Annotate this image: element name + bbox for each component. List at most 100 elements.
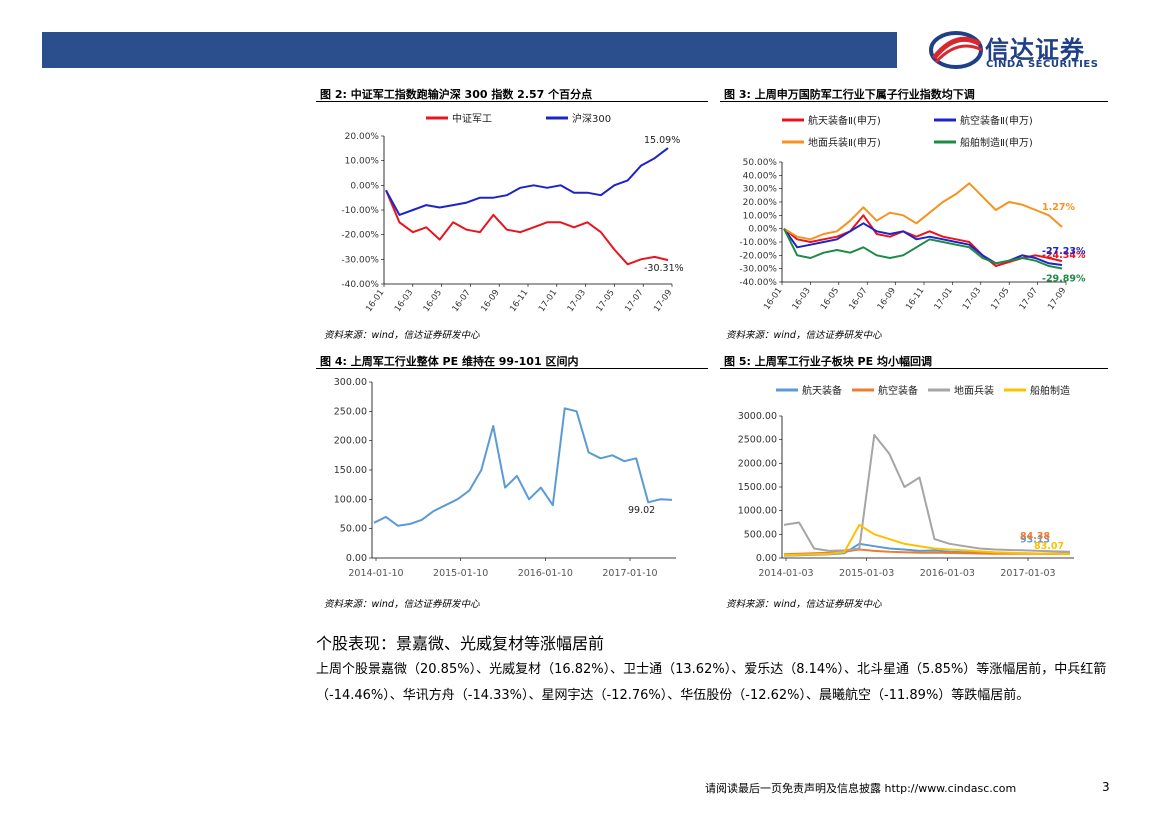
figure-5-source: 资料来源：wind，信达证券研发中心 — [726, 599, 882, 610]
x-tick-label: 16-09 — [479, 288, 501, 314]
y-tick-label: -40.00% — [739, 278, 777, 288]
legend-label: 沪深300 — [572, 112, 611, 125]
x-tick-label: 16-03 — [790, 286, 812, 312]
y-tick-label: 2500.00 — [738, 435, 777, 446]
y-tick-label: 50.00% — [743, 158, 778, 168]
series-end-label: 15.09% — [644, 135, 680, 146]
chart-subsector-pe: 3000.00 2500.00 2000.00 1500.00 1000.00 500.0… — [738, 384, 1074, 579]
y-tick-label: -30.00% — [739, 265, 777, 275]
figure-4-source: 资料来源：wind，信达证券研发中心 — [324, 599, 480, 610]
cinda-logo-icon — [929, 31, 983, 69]
y-tick-label: 10.00% — [345, 157, 380, 167]
chart-junggong-vs-hs300: 20.00% 10.00% 0.00% -10.00% -20.00% -30.00% -4… — [341, 112, 683, 314]
series-line-3 — [783, 523, 1071, 557]
y-tick-label: 20.00% — [743, 198, 778, 208]
y-tick-label: 10.00% — [743, 211, 778, 221]
legend-label: 船舶制造Ⅱ(申万) — [960, 136, 1033, 149]
x-tick-label: 2017-01-10 — [602, 568, 657, 579]
y-tick-label: -40.00% — [341, 280, 379, 290]
x-tick-label: 17-03 — [566, 288, 588, 314]
x-tick-label: 17-09 — [652, 288, 674, 314]
series-end-label: -27.23% — [1042, 246, 1086, 257]
legend-label: 航空装备 — [878, 384, 918, 397]
footer-disclaimer: 请阅读最后一页免责声明及信息披露 http://www.cindasc.com — [705, 782, 1017, 795]
figure-5-rule — [720, 368, 1108, 369]
x-tick-label: 16-01 — [762, 286, 784, 312]
x-tick-label: 16-11 — [508, 288, 530, 314]
figure-4-title: 图 4: 上周军工行业整体 PE 维持在 99-101 区间内 — [320, 355, 579, 368]
section-body: 上周个股景嘉微（20.85%）、光威复材（16.82%）、卫士通（13.62%）… — [316, 662, 1107, 703]
figure-2-rule — [316, 101, 708, 102]
x-tick-label: 2014-01-03 — [758, 568, 813, 579]
figure-3-title: 图 3: 上周申万国防军工行业下属子行业指数均下调 — [724, 88, 975, 101]
y-tick-label: 0.00 — [346, 553, 367, 564]
series-line-3 — [783, 228, 1063, 270]
x-tick-label: 16-05 — [422, 288, 444, 314]
x-tick-label: 17-01 — [932, 286, 954, 312]
logo-cn-text: 信达证券 — [985, 36, 1085, 64]
x-tick-label: 2016-01-03 — [920, 568, 975, 579]
y-tick-label: -10.00% — [739, 238, 777, 248]
x-tick-label: 2017-01-03 — [1000, 568, 1055, 579]
section-heading: 个股表现：景嘉微、光威复材等涨幅居前 — [316, 634, 605, 653]
legend-label: 地面兵装 — [954, 384, 994, 397]
legend-label: 中证军工 — [452, 112, 492, 125]
y-tick-label: 150.00 — [334, 465, 367, 476]
x-tick-label: 17-07 — [1018, 286, 1040, 312]
logo-en-text: CINDA SECURITIES — [986, 59, 1099, 70]
series-end-label: 99.02 — [628, 505, 655, 516]
y-tick-label: 0.00% — [350, 181, 379, 191]
x-tick-label: 16-07 — [450, 288, 472, 314]
series-end-label: 83.07 — [1034, 541, 1064, 552]
series-end-label: -24.34% — [1042, 250, 1086, 261]
y-tick-label: 40.00% — [743, 171, 778, 181]
y-tick-label: -30.00% — [341, 255, 379, 265]
y-tick-label: 1000.00 — [738, 506, 777, 517]
page-number: 3 — [1102, 780, 1110, 794]
x-tick-label: 17-03 — [961, 286, 983, 312]
x-tick-label: 2015-01-03 — [839, 568, 894, 579]
y-tick-label: 30.00% — [743, 185, 778, 195]
header-bar — [42, 32, 897, 68]
y-tick-label: 3000.00 — [738, 411, 777, 422]
x-tick-label: 17-05 — [594, 288, 616, 314]
y-tick-label: 300.00 — [334, 377, 367, 388]
x-tick-label: 2015-01-10 — [433, 568, 488, 579]
figure-5-title: 图 5: 上周军工行业子板块 PE 均小幅回调 — [724, 355, 932, 368]
y-tick-label: 1500.00 — [738, 482, 777, 493]
y-tick-label: 0.00 — [756, 553, 777, 564]
series-end-label: 1.27% — [1042, 202, 1075, 213]
series-line-1 — [783, 222, 1063, 266]
x-tick-label: 16-05 — [819, 286, 841, 312]
x-tick-label: 16-09 — [876, 286, 898, 312]
y-tick-label: -20.00% — [739, 251, 777, 261]
y-tick-label: 0.00% — [748, 225, 777, 235]
y-tick-label: 500.00 — [744, 529, 777, 540]
y-tick-label: 200.00 — [334, 436, 367, 447]
y-tick-label: -20.00% — [341, 231, 379, 241]
x-tick-label: 17-07 — [623, 288, 645, 314]
figure-4-rule — [316, 368, 708, 369]
x-tick-label: 17-09 — [1046, 286, 1068, 312]
legend-label: 船舶制造 — [1030, 384, 1070, 397]
y-tick-label: 100.00 — [334, 494, 367, 505]
series-line-1 — [385, 147, 669, 216]
legend-label: 航天装备 — [802, 384, 842, 397]
x-tick-label: 2014-01-10 — [348, 568, 403, 579]
figure-3-source: 资料来源：wind，信达证券研发中心 — [726, 330, 882, 341]
y-tick-label: 20.00% — [345, 132, 380, 142]
legend-label: 地面兵装Ⅱ(申万) — [808, 136, 881, 149]
chart-industry-pe: 300.00 250.00 200.00 150.00 100.00 50.00 0.00 2… — [334, 377, 676, 579]
chart-subindustry-index: 50.00% 40.00% 30.00% 20.00% 10.00% 0.00% -10.0… — [739, 114, 1086, 312]
series-line-2 — [783, 433, 1071, 553]
series-line-0 — [385, 189, 669, 266]
x-tick-label: 16-01 — [364, 288, 386, 314]
series-line-0 — [373, 407, 673, 527]
x-tick-label: 2016-01-10 — [518, 568, 573, 579]
series-end-label: 84.38 — [1020, 531, 1050, 542]
legend-label: 航空装备Ⅱ(申万) — [960, 114, 1033, 127]
x-tick-label: 16-07 — [847, 286, 869, 312]
y-tick-label: -10.00% — [341, 206, 379, 216]
y-tick-label: 50.00 — [340, 524, 367, 535]
x-tick-label: 16-03 — [393, 288, 415, 314]
